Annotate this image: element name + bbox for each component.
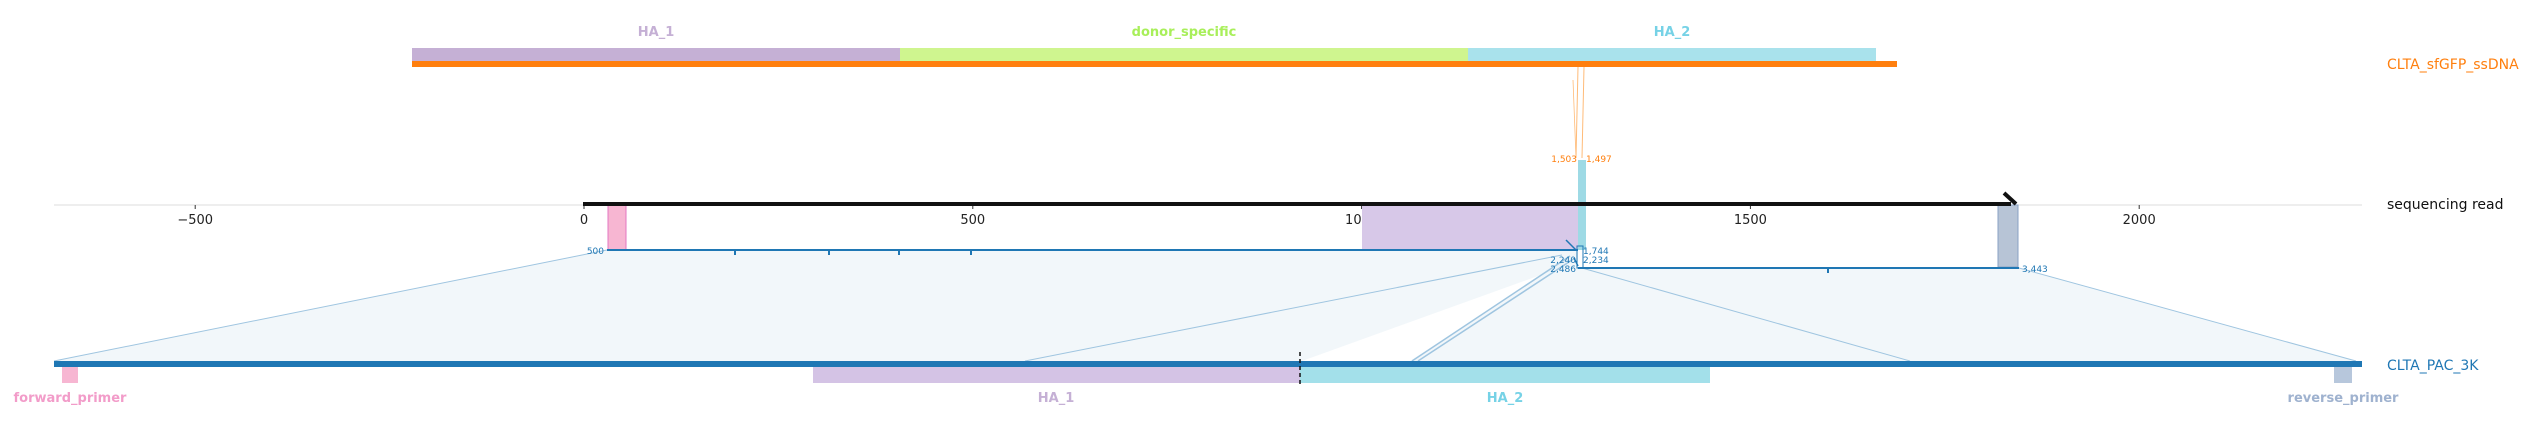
alignment-label-junction-a: 1,744: [1583, 247, 1609, 257]
alignment-label-start: 500: [587, 247, 604, 257]
top-feature-ha1: [412, 48, 900, 62]
bottom-feature-ha1: [813, 367, 1300, 383]
read-feature-reverse-primer: [1997, 204, 2019, 268]
read-feature-ha1: [1362, 205, 1580, 250]
junction-line: [1581, 66, 1585, 159]
connector-line: [1411, 255, 1571, 362]
read-bar: [583, 202, 2011, 206]
read-alignment: 500 1,744 2,240 2,234 2,486 3,443: [587, 239, 2048, 275]
connector-line: [2018, 267, 2357, 362]
connector-line: [1581, 267, 1911, 362]
top-feature-label-donor-specific: donor_specific: [1132, 25, 1237, 40]
bottom-feature-label-forward-primer: forward_primer: [14, 391, 128, 406]
axis-tick-label: −500: [177, 213, 213, 228]
top-reference-name: CLTA_sfGFP_ssDNA: [2387, 57, 2519, 73]
alignment-label-junction-d: 2,486: [1550, 265, 1576, 275]
top-feature-label-ha1: HA_1: [638, 25, 675, 40]
connector-line: [1024, 254, 1563, 362]
read-arrow-head: [2002, 191, 2018, 206]
bottom-feature-forward-primer: [62, 367, 78, 383]
axis-tick-label: 500: [960, 213, 985, 228]
bottom-reference-name: CLTA_PAC_3K: [2387, 358, 2479, 374]
alignment-label-junction-c: 2,234: [1583, 256, 1609, 266]
alignment-junction-mark: [1565, 239, 1577, 251]
read-name: sequencing read: [2387, 197, 2503, 213]
bottom-feature-label-reverse-primer: reverse_primer: [2288, 391, 2400, 406]
top-feature-ha2: [1468, 48, 1876, 62]
junction-line: [1575, 66, 1579, 159]
bottom-feature-ha2: [1300, 367, 1710, 383]
top-feature-label-ha2: HA_2: [1654, 25, 1691, 40]
junction-line: [1572, 79, 1577, 159]
alignment-fan-left: [54, 250, 1578, 361]
top-feature-donor-specific: [900, 48, 1468, 62]
alignment-junction-box: [1576, 245, 1584, 269]
alignment-label-junction-b: 2,240: [1550, 256, 1576, 266]
axis-tick-label: 2000: [2123, 213, 2156, 228]
connector-line: [53, 249, 608, 362]
bottom-feature-label-ha1: HA_1: [1038, 391, 1075, 406]
top-reference-bar: [412, 61, 1897, 67]
bottom-reference: forward_primer HA_1 HA_2 reverse_primer …: [14, 352, 2479, 406]
axis-tick-label: 1500: [1734, 213, 1767, 228]
alignment-fan-right: [1410, 252, 2356, 361]
top-junction-label-right: 1,497: [1586, 155, 1612, 165]
alignment-label-end: 3,443: [2022, 265, 2048, 275]
connector-line: [1417, 257, 1576, 362]
axis-tick-label: 0: [580, 213, 588, 228]
top-junction-label-left: 1,503: [1551, 155, 1577, 165]
top-reference: HA_1 donor_specific HA_2 CLTA_sfGFP_ssDN…: [412, 25, 2519, 73]
axis-ticks: −500 0 500 1000 1500 2000: [177, 205, 2156, 228]
read-feature-forward-primer: [607, 204, 627, 251]
bottom-reference-bar: [54, 361, 2362, 367]
bottom-feature-label-ha2: HA_2: [1487, 391, 1524, 406]
bottom-feature-reverse-primer: [2334, 367, 2352, 383]
